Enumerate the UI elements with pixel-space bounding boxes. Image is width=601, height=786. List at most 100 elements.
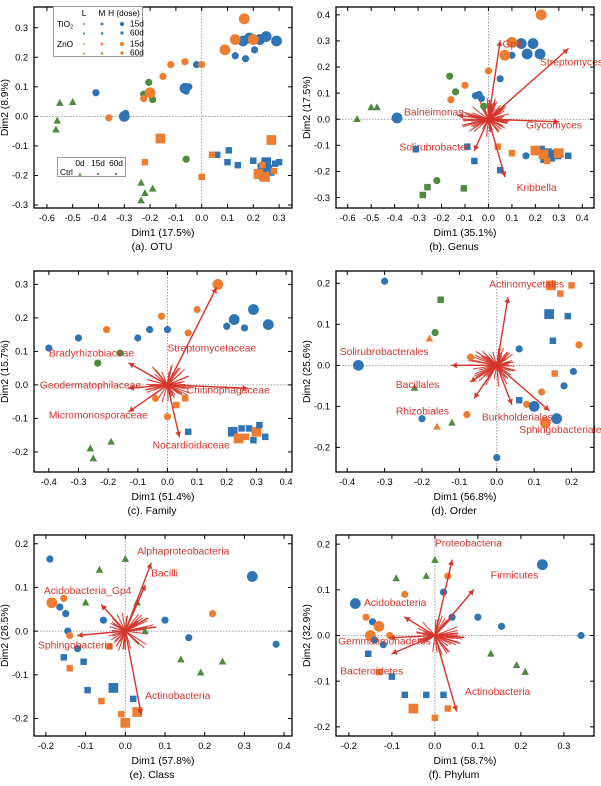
svg-text:0.2: 0.2 [529,213,542,223]
svg-text:-0.6: -0.6 [340,213,356,223]
svg-text:-0.3: -0.3 [377,477,393,487]
svg-text:Kribbella: Kribbella [517,183,557,194]
svg-text:0.2: 0.2 [15,52,28,62]
svg-text:-0.2: -0.2 [12,447,28,457]
svg-text:0.3: 0.3 [317,36,330,46]
svg-text:0.2: 0.2 [317,62,330,72]
svg-text:-0.2: -0.2 [100,477,116,487]
svg-text:Sphingobacteriales: Sphingobacteriales [519,425,601,436]
svg-text:0.2: 0.2 [247,213,260,223]
svg-text:0.0: 0.0 [15,626,28,636]
svg-text:-0.2: -0.2 [414,477,430,487]
svg-text:0.0: 0.0 [317,114,330,124]
svg-text:Actinobacteria: Actinobacteria [145,691,211,702]
svg-text:-0.6: -0.6 [39,213,55,223]
svg-text:-0.4: -0.4 [339,477,355,487]
svg-text:Actinobacteria: Actinobacteria [465,687,531,698]
svg-text:-0.1: -0.1 [457,213,473,223]
svg-text:0.1: 0.1 [221,213,234,223]
svg-text:Geodermatophilaceae: Geodermatophilaceae [40,380,142,391]
svg-text:60d: 60d [109,158,123,168]
svg-text:0.1: 0.1 [317,88,330,98]
svg-text:0.0: 0.0 [119,741,132,751]
svg-text:-0.3: -0.3 [410,213,426,223]
svg-text:0.1: 0.1 [15,347,28,357]
svg-text:-0.4: -0.4 [387,213,403,223]
svg-text:-0.2: -0.2 [341,741,357,751]
svg-text:-0.1: -0.1 [12,670,28,680]
svg-text:Acidobacteria: Acidobacteria [364,598,427,609]
svg-text:Actinomycetales: Actinomycetales [489,279,564,290]
svg-text:-0.3: -0.3 [12,200,28,210]
svg-text:Solirubrobacterales: Solirubrobacterales [340,347,429,358]
svg-text:0.0: 0.0 [482,213,495,223]
svg-text:Dim2 (17.5%): Dim2 (17.5%) [302,76,313,139]
svg-text:Ctrl: Ctrl [60,167,73,177]
svg-text:Burkholderiales: Burkholderiales [482,413,553,424]
svg-text:Proteobacteria: Proteobacteria [435,538,502,549]
svg-text:0.2: 0.2 [317,279,330,289]
svg-text:-0.5: -0.5 [363,213,379,223]
svg-text:0.2: 0.2 [15,539,28,549]
svg-text:-0.2: -0.2 [314,443,330,453]
svg-text:-0.1: -0.1 [12,141,28,151]
svg-text:Alphaproteobacteria: Alphaproteobacteria [137,547,229,558]
svg-text:-0.1: -0.1 [314,402,330,412]
svg-text:60d: 60d [130,48,144,58]
svg-text:0.0: 0.0 [428,741,441,751]
svg-text:Glycomyces: Glycomyces [526,120,582,131]
svg-text:-0.1: -0.1 [12,414,28,424]
svg-text:H (dose): H (dose) [108,8,140,18]
svg-text:-0.2: -0.2 [142,213,158,223]
svg-text:0.0: 0.0 [15,380,28,390]
svg-text:0.1: 0.1 [528,477,541,487]
svg-text:15d: 15d [91,158,105,168]
svg-text:Dim1 (17.5%): Dim1 (17.5%) [132,228,195,239]
svg-text:0.4: 0.4 [280,477,293,487]
svg-text:0.2: 0.2 [198,741,211,751]
svg-text:Dim1 (51.4%): Dim1 (51.4%) [132,492,195,503]
svg-text:0.4: 0.4 [278,741,291,751]
svg-text:Rhizobiales: Rhizobiales [396,407,449,418]
svg-text:-0.2: -0.2 [12,714,28,724]
svg-text:0.2: 0.2 [565,477,578,487]
svg-text:Sphingobacteria: Sphingobacteria [38,641,113,652]
svg-text:ZnO: ZnO [57,39,74,49]
svg-text:Dim1 (56.8%): Dim1 (56.8%) [434,492,497,503]
svg-text:0.0: 0.0 [15,112,28,122]
svg-text:-0.1: -0.1 [314,141,330,151]
svg-text:-0.4: -0.4 [90,213,106,223]
svg-text:Balneimonas: Balneimonas [404,107,464,118]
svg-text:-0.2: -0.2 [38,741,54,751]
svg-text:0.3: 0.3 [552,213,565,223]
svg-text:0.3: 0.3 [557,741,570,751]
svg-text:0.3: 0.3 [15,280,28,290]
svg-text:0.0: 0.0 [195,213,208,223]
svg-text:0.1: 0.1 [505,213,518,223]
svg-text:0.1: 0.1 [317,320,330,330]
svg-text:0.4: 0.4 [317,10,330,20]
svg-text:0.0: 0.0 [317,631,330,641]
svg-text:Solirubrobacter: Solirubrobacter [399,143,469,154]
svg-text:Chitinophagaceae: Chitinophagaceae [187,385,270,396]
svg-text:Bacteroidetes: Bacteroidetes [340,666,403,677]
svg-text:-0.3: -0.3 [314,193,330,203]
svg-text:Acidobacteria_Gp4: Acidobacteria_Gp4 [44,586,132,597]
svg-text:Bradyrhizobiaceae: Bradyrhizobiaceae [49,348,135,359]
svg-text:0.2: 0.2 [220,477,233,487]
svg-text:Firmicutes: Firmicutes [491,570,538,581]
svg-text:-0.1: -0.1 [451,477,467,487]
svg-text:Dim2 (26.5%): Dim2 (26.5%) [0,604,11,667]
svg-text:Micromonosporaceae: Micromonosporaceae [49,410,148,421]
svg-text:0.2: 0.2 [317,539,330,549]
svg-text:0.3: 0.3 [273,213,286,223]
svg-text:0.3: 0.3 [15,23,28,33]
svg-text:Gemmatimonadetes: Gemmatimonadetes [338,637,431,648]
svg-text:Dim2 (25.6%): Dim2 (25.6%) [302,340,313,403]
svg-text:0.1: 0.1 [317,585,330,595]
svg-text:L: L [82,8,87,18]
svg-text:TiO2: TiO2 [57,19,73,31]
svg-text:0.1: 0.1 [159,741,172,751]
svg-text:0.0: 0.0 [161,477,174,487]
svg-text:0.3: 0.3 [250,477,263,487]
